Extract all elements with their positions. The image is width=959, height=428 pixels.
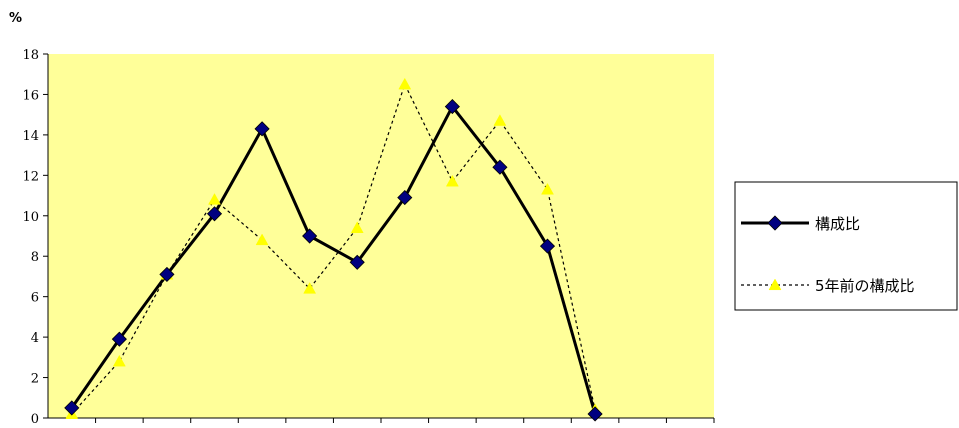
series-1-point: [587, 406, 603, 422]
plot-area-group: [48, 54, 714, 418]
series-1-point: [159, 266, 175, 282]
series-1-point: [254, 121, 270, 137]
legend: 構成比 5年前の構成比: [734, 181, 958, 311]
series-2-point: [493, 114, 507, 126]
series-1-point: [206, 206, 223, 222]
series-line-1: [70, 103, 597, 415]
y-tick-label: 0: [31, 412, 39, 424]
legend-marker-2: [768, 278, 782, 291]
series-1-point: [539, 238, 556, 254]
y-tick-label: 16: [22, 88, 39, 103]
axes-group: 0 2 4 6 8 10 12 14 16 18%: [9, 11, 715, 427]
y-tick-label: 12: [22, 169, 39, 184]
legend-label-2: 5年前の構成比: [815, 277, 915, 295]
legend-marker-1: [767, 215, 783, 231]
y-tick-label: 14: [22, 129, 39, 144]
y-tick-label: 2: [31, 372, 39, 387]
y-tick-label: 8: [31, 250, 39, 265]
y-tick-label: 6: [31, 291, 39, 306]
y-tick-label: 18: [22, 48, 39, 63]
series-group: [64, 77, 603, 422]
series-1-point: [492, 159, 508, 175]
series-2-point: [541, 182, 554, 195]
legend-label-1: 構成比: [815, 215, 860, 233]
series-line-2: [71, 82, 596, 415]
series-1-point: [349, 254, 365, 270]
series-2-point: [255, 233, 269, 246]
series-1-point: [302, 228, 318, 244]
series-2-point: [398, 77, 412, 90]
series-1-point: [111, 331, 127, 347]
series-2-point: [208, 193, 221, 205]
y-tick-label: 4: [31, 331, 39, 346]
series-2-point: [303, 282, 317, 294]
series-1-point: [397, 190, 413, 206]
plot-background: [48, 54, 714, 418]
y-unit-label: %: [9, 11, 22, 26]
series-2-point: [350, 221, 364, 233]
series-1-point: [64, 400, 80, 416]
series-1-point: [444, 99, 460, 115]
series-2-point: [445, 174, 459, 187]
y-tick-label: 10: [22, 210, 39, 225]
series-2-point: [112, 354, 126, 367]
